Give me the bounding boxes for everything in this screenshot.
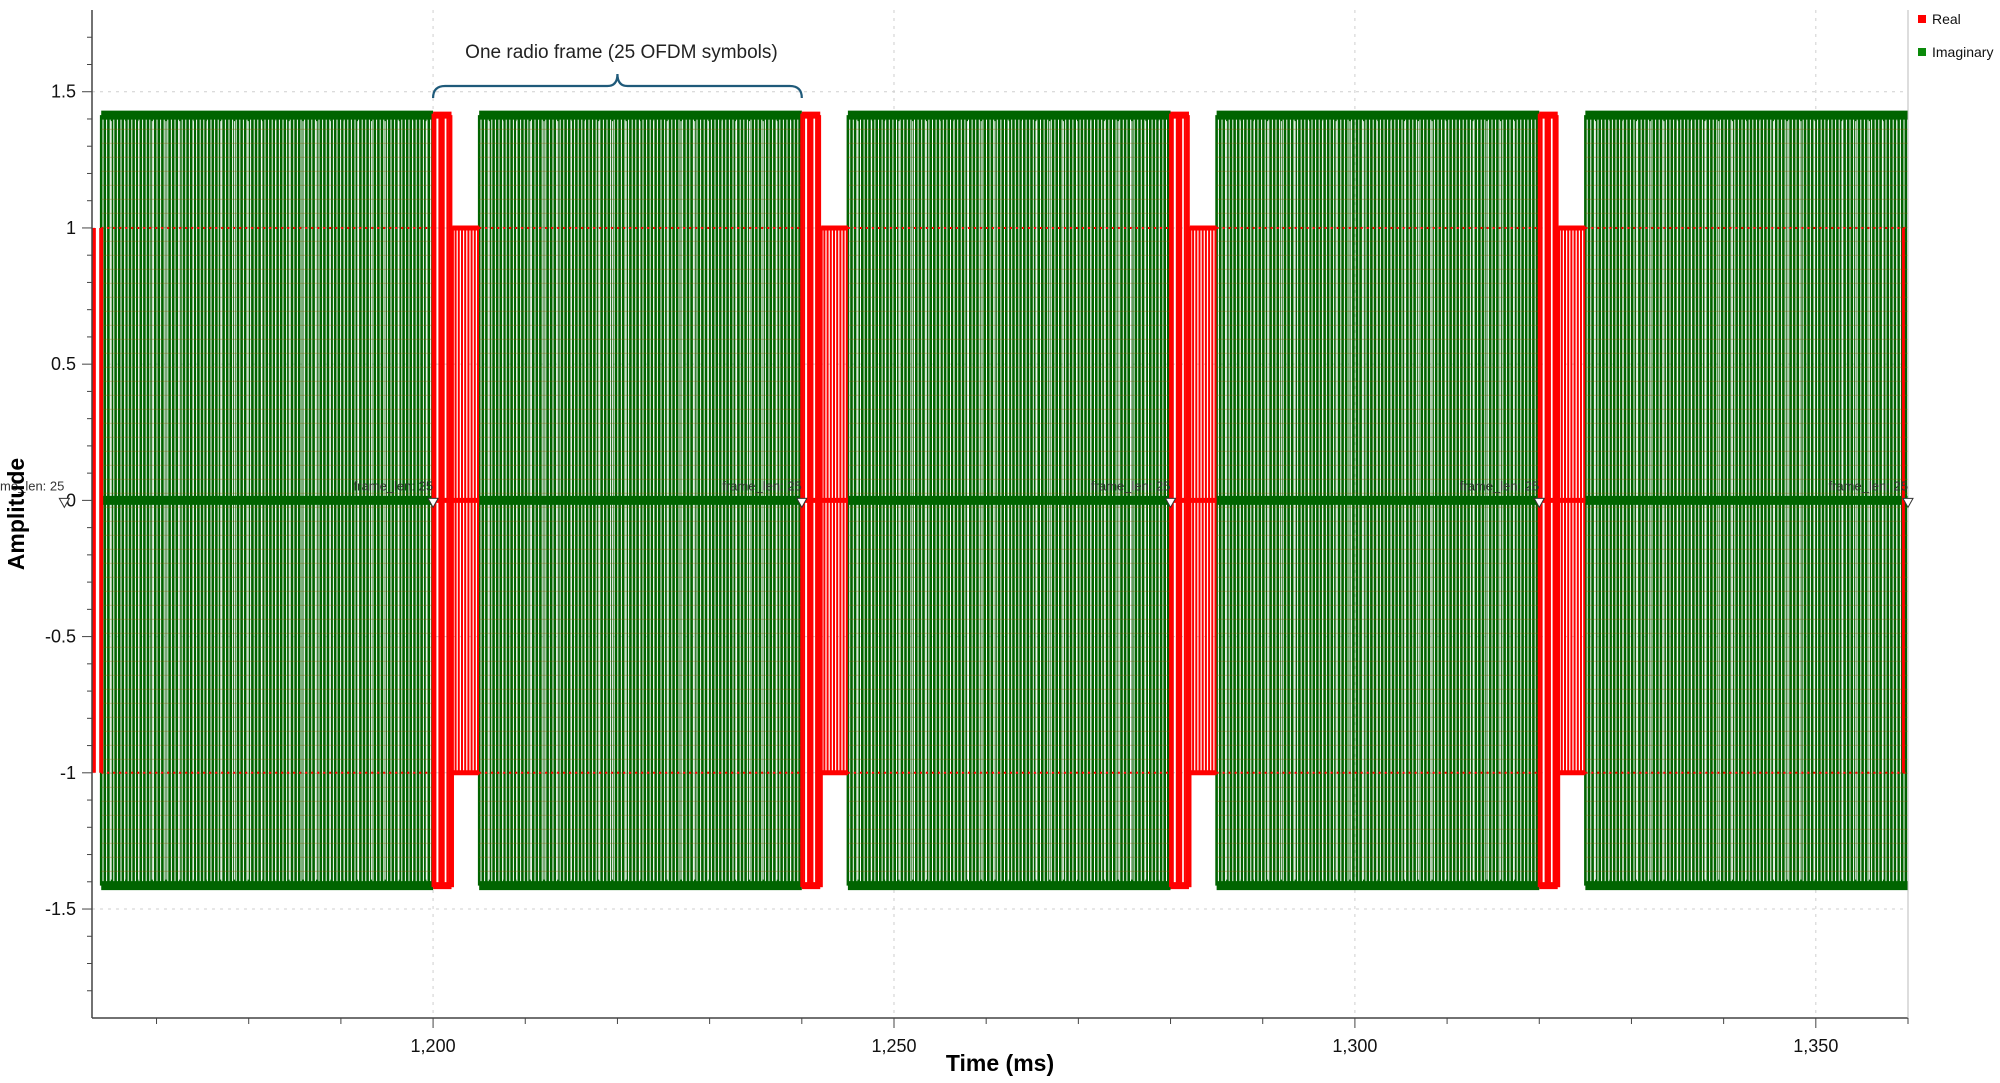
x-tick-label: 1,350 [1793, 1036, 1838, 1056]
real-leading-edge [92, 227, 1905, 773]
y-axis-title: Amplitude [3, 458, 29, 570]
frame-tag-label: frame_len: 25 [1829, 478, 1909, 493]
frame-tag-label: frame_len: 25 [1460, 478, 1540, 493]
legend: Real Imaginary [1918, 11, 1993, 60]
real-trace-rows [847, 128, 1171, 872]
frame-tag-marker [1164, 497, 1177, 509]
frame-tag: frame_len: 25 [0, 478, 71, 509]
real-preamble [800, 111, 848, 890]
frame-tag-marker [1533, 497, 1546, 509]
y-tick-label: 1 [66, 218, 76, 238]
y-tick-label: -1.5 [45, 899, 76, 919]
x-tick-label: 1,300 [1332, 1036, 1377, 1056]
x-tick-label: 1,200 [411, 1036, 456, 1056]
frame-tag: frame_len: 25 [1091, 478, 1177, 509]
y-tick-label: 0 [66, 490, 76, 510]
legend-swatch [1918, 48, 1926, 56]
frame-tag-label: frame_len: 25 [1091, 478, 1171, 493]
frame-tag-marker [58, 497, 71, 509]
real-trace-rows [101, 128, 434, 872]
imaginary-block [99, 110, 434, 891]
frame-tag: frame_len: 25 [722, 478, 808, 509]
imaginary-block [477, 110, 802, 891]
axes: 1,200 1,250 1,300 1,350 1.5 1 0.5 0 -0.5 -1 -1.5 [45, 10, 1909, 1056]
y-tick-label: 1.5 [51, 82, 76, 102]
frame-tag: frame_len: 25 [354, 478, 439, 509]
frame-tag-marker [1902, 497, 1914, 509]
real-trace-rows [479, 128, 802, 872]
real-preamble [1537, 111, 1586, 890]
annotation-brace [431, 73, 803, 99]
frame-tag: frame_len: 25 [1460, 478, 1546, 509]
plot-area [92, 110, 1908, 891]
real-preamble [431, 111, 480, 890]
frame-tag-label: frame_len: 25 [354, 478, 434, 493]
legend-label: Real [1932, 11, 1961, 27]
frame-tag: frame_len: 25 [1829, 478, 1914, 509]
y-tick-label: 0.5 [51, 354, 76, 374]
imaginary-block [1584, 110, 1908, 891]
real-preamble [1169, 111, 1217, 890]
real-trace-edge [92, 227, 104, 773]
imaginary-block [846, 110, 1171, 891]
frame-tag-marker [427, 497, 439, 509]
frame-tag-label: frame_len: 25 [0, 478, 64, 493]
frame-tag-marker [795, 497, 808, 509]
y-tick-label: -1 [60, 763, 76, 783]
frame-annotation: One radio frame (25 OFDM symbols) [431, 42, 803, 99]
y-tick-label: -0.5 [45, 627, 76, 647]
legend-swatch [1918, 15, 1926, 23]
frame-tag-label: frame_len: 25 [722, 478, 802, 493]
legend-label: Imaginary [1932, 44, 1993, 60]
x-tick-label: 1,250 [871, 1036, 916, 1056]
x-axis-title: Time (ms) [946, 1050, 1054, 1076]
real-trace-rows [1585, 128, 1908, 872]
annotation-text: One radio frame (25 OFDM symbols) [465, 42, 778, 63]
real-trace-rows [1216, 128, 1540, 872]
frame-tags: frame_len: 25 frame_len: 25 frame_len: 25 f… [0, 478, 1914, 509]
